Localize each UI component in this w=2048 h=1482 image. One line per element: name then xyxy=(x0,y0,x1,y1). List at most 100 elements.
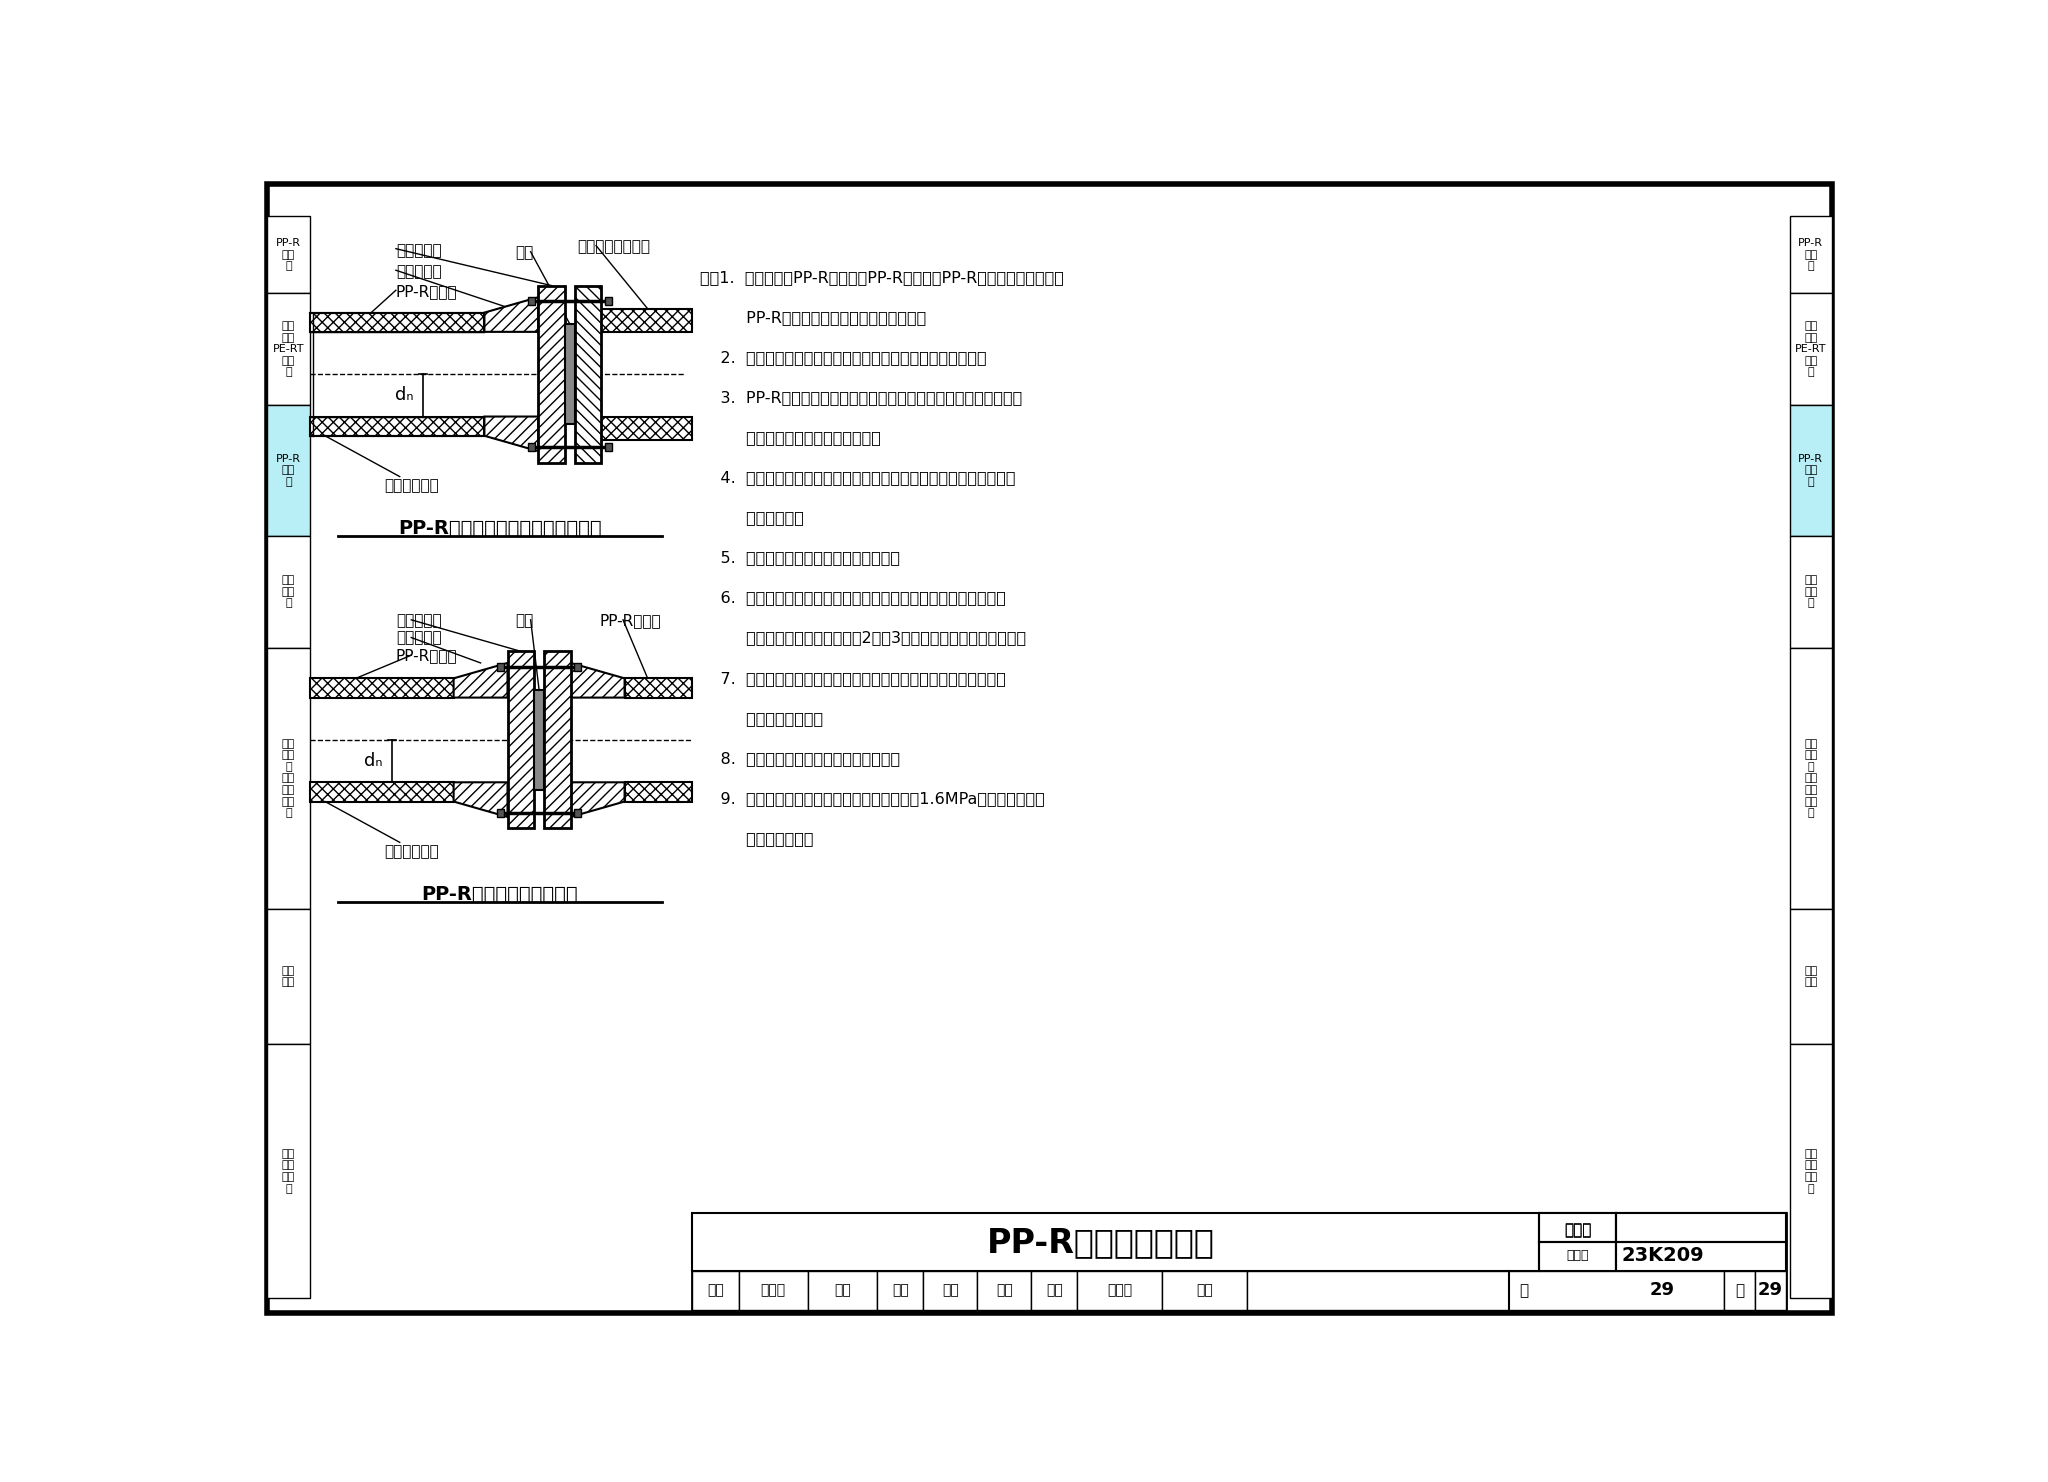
Bar xyxy=(692,1214,1786,1310)
Bar xyxy=(498,809,504,817)
Text: 管道
布置
与数
设: 管道 布置 与数 设 xyxy=(1804,1149,1817,1193)
Text: 余静: 余静 xyxy=(942,1283,958,1297)
Bar xyxy=(268,1045,309,1298)
Bar xyxy=(807,1272,877,1310)
Bar xyxy=(692,1214,1786,1272)
Text: 入待连接的法兰适配器的端部。: 入待连接的法兰适配器的端部。 xyxy=(700,430,881,446)
Text: 29: 29 xyxy=(1651,1282,1675,1300)
Text: 29: 29 xyxy=(1757,1282,1784,1300)
Text: PP-R稳态管法兰连接: PP-R稳态管法兰连接 xyxy=(987,1226,1214,1258)
Bar xyxy=(528,298,535,305)
Text: 余韬: 余韬 xyxy=(995,1283,1012,1297)
Text: 校对: 校对 xyxy=(891,1283,909,1297)
Text: PP-R稳态管与阀部件的法兰连接方式。: PP-R稳态管与阀部件的法兰连接方式。 xyxy=(700,310,926,325)
Text: 审核: 审核 xyxy=(707,1283,723,1297)
Text: 马明星: 马明星 xyxy=(1108,1283,1133,1297)
Bar xyxy=(268,293,309,405)
Bar xyxy=(604,443,612,451)
Bar xyxy=(1790,405,1831,536)
Bar xyxy=(739,1272,807,1310)
Bar xyxy=(1755,1272,1786,1310)
Bar xyxy=(1724,1272,1755,1310)
Text: PP-R稳态管: PP-R稳态管 xyxy=(395,648,457,664)
Polygon shape xyxy=(485,416,539,451)
Bar xyxy=(1161,1272,1247,1310)
Text: 2.  金属管道上的钢质法兰片焊接在待连接的金属管道端部。: 2. 金属管道上的钢质法兰片焊接在待连接的金属管道端部。 xyxy=(700,350,987,366)
Text: 法兰适配器: 法兰适配器 xyxy=(395,631,442,646)
Bar xyxy=(1790,216,1831,293)
Text: dₙ: dₙ xyxy=(395,387,414,405)
Text: 图集号: 图集号 xyxy=(1567,1248,1589,1261)
Bar xyxy=(539,286,565,462)
Text: 管道
布置
与数
设: 管道 布置 与数 设 xyxy=(283,1149,295,1193)
Text: 图集号: 图集号 xyxy=(1565,1223,1591,1239)
Text: 法兰适配器: 法兰适配器 xyxy=(395,264,442,279)
Text: 垫片: 垫片 xyxy=(516,246,532,261)
Text: PP-R
复合
管: PP-R 复合 管 xyxy=(1798,239,1823,271)
Text: 管道
支架: 管道 支架 xyxy=(283,966,295,987)
Polygon shape xyxy=(453,782,508,817)
Bar xyxy=(565,325,575,424)
Bar xyxy=(1616,1214,1786,1272)
Text: 热熔承插连接: 热熔承插连接 xyxy=(385,843,438,860)
Text: 铝塑
复合
管: 铝塑 复合 管 xyxy=(283,575,295,608)
Text: PP-R
稳态
管: PP-R 稳态 管 xyxy=(1798,453,1823,488)
Bar xyxy=(309,782,453,802)
Text: 余应清: 余应清 xyxy=(760,1283,786,1297)
Polygon shape xyxy=(485,298,539,332)
Bar xyxy=(309,679,453,698)
Bar xyxy=(575,286,602,462)
Text: 钢制法兰片: 钢制法兰片 xyxy=(395,614,442,628)
Text: 做好防腐处理。: 做好防腐处理。 xyxy=(700,831,813,846)
Text: 铝合
金村
PE-RT
、阿
管: 铝合 金村 PE-RT 、阿 管 xyxy=(1794,322,1827,378)
Bar xyxy=(1030,1272,1077,1310)
Text: PP-R
复合
管: PP-R 复合 管 xyxy=(276,239,301,271)
Bar xyxy=(977,1272,1030,1310)
Text: PP-R稳态管: PP-R稳态管 xyxy=(600,614,662,628)
Bar xyxy=(535,691,543,790)
Bar xyxy=(1790,910,1831,1045)
Bar xyxy=(309,313,485,332)
Text: 道产生轴向拉力。: 道产生轴向拉力。 xyxy=(700,711,823,726)
Bar xyxy=(602,416,692,440)
Text: PP-R稳态管与金属管道的法兰连接: PP-R稳态管与金属管道的法兰连接 xyxy=(397,519,602,538)
Bar xyxy=(924,1272,977,1310)
Bar xyxy=(543,652,571,828)
Bar xyxy=(1790,293,1831,405)
Text: 7.  管道法兰连接时，管道长度应精确，当紧固螺母时，不应使管: 7. 管道法兰连接时，管道长度应精确，当紧固螺母时，不应使管 xyxy=(700,671,1006,686)
Text: dₙ: dₙ xyxy=(365,751,383,771)
Text: 铝合
金村
PE-RT
、阿
管: 铝合 金村 PE-RT 、阿 管 xyxy=(272,322,305,378)
Text: 9.  法兰片应采用国标钢制，公称压力不低于1.6MPa。钢制法兰片应: 9. 法兰片应采用国标钢制，公称压力不低于1.6MPa。钢制法兰片应 xyxy=(700,791,1044,806)
Bar xyxy=(268,405,309,536)
Text: 注：1.  本图适用于PP-R稳态管与PP-R稳态管、PP-R稳态管与金属管道、: 注：1. 本图适用于PP-R稳态管与PP-R稳态管、PP-R稳态管与金属管道、 xyxy=(700,270,1063,285)
Bar xyxy=(625,782,692,802)
Text: 3.  PP-R稳态管道与法兰适配器采用热熔承插连接，钢质法兰片套: 3. PP-R稳态管道与法兰适配器采用热熔承插连接，钢质法兰片套 xyxy=(700,390,1022,406)
Bar xyxy=(573,662,582,671)
Text: 金属管道或阀部件: 金属管道或阀部件 xyxy=(578,240,649,255)
Text: 铝塑
复合
管: 铝塑 复合 管 xyxy=(1804,575,1817,608)
Text: 页: 页 xyxy=(1520,1283,1528,1298)
Bar xyxy=(1790,536,1831,648)
Bar xyxy=(1790,648,1831,910)
Text: 钢塑
复合
管
管道
热补
偿方
式: 钢塑 复合 管 管道 热补 偿方 式 xyxy=(283,738,295,818)
Text: 5.  法兰间应衬耐热无毒无石棉橡胶片。: 5. 法兰间应衬耐热无毒无石棉橡胶片。 xyxy=(700,550,899,566)
Bar xyxy=(309,416,485,436)
Text: 页: 页 xyxy=(1735,1283,1745,1298)
Text: 固好的螺栓应露出螺母之外2扣～3扣，螺栓螺母宜采用镀锌件。: 固好的螺栓应露出螺母之外2扣～3扣，螺栓螺母宜采用镀锌件。 xyxy=(700,631,1026,646)
Bar xyxy=(498,662,504,671)
Bar xyxy=(268,216,309,293)
Bar xyxy=(508,652,535,828)
Bar xyxy=(692,1272,739,1310)
Bar xyxy=(268,648,309,910)
Text: 钢制法兰片: 钢制法兰片 xyxy=(395,243,442,258)
Bar xyxy=(268,910,309,1045)
Polygon shape xyxy=(453,662,508,698)
Bar xyxy=(573,809,582,817)
Text: 图集号: 图集号 xyxy=(1565,1223,1591,1237)
Bar xyxy=(602,308,692,332)
Bar xyxy=(528,443,535,451)
Text: 8.  法兰连接部位的管道应设置支吊架。: 8. 法兰连接部位的管道应设置支吊架。 xyxy=(700,751,901,766)
Text: 钢塑
复合
管
管道
热补
偿方
式: 钢塑 复合 管 管道 热补 偿方 式 xyxy=(1804,738,1817,818)
Text: 签名: 签名 xyxy=(834,1283,850,1297)
Polygon shape xyxy=(571,662,625,698)
